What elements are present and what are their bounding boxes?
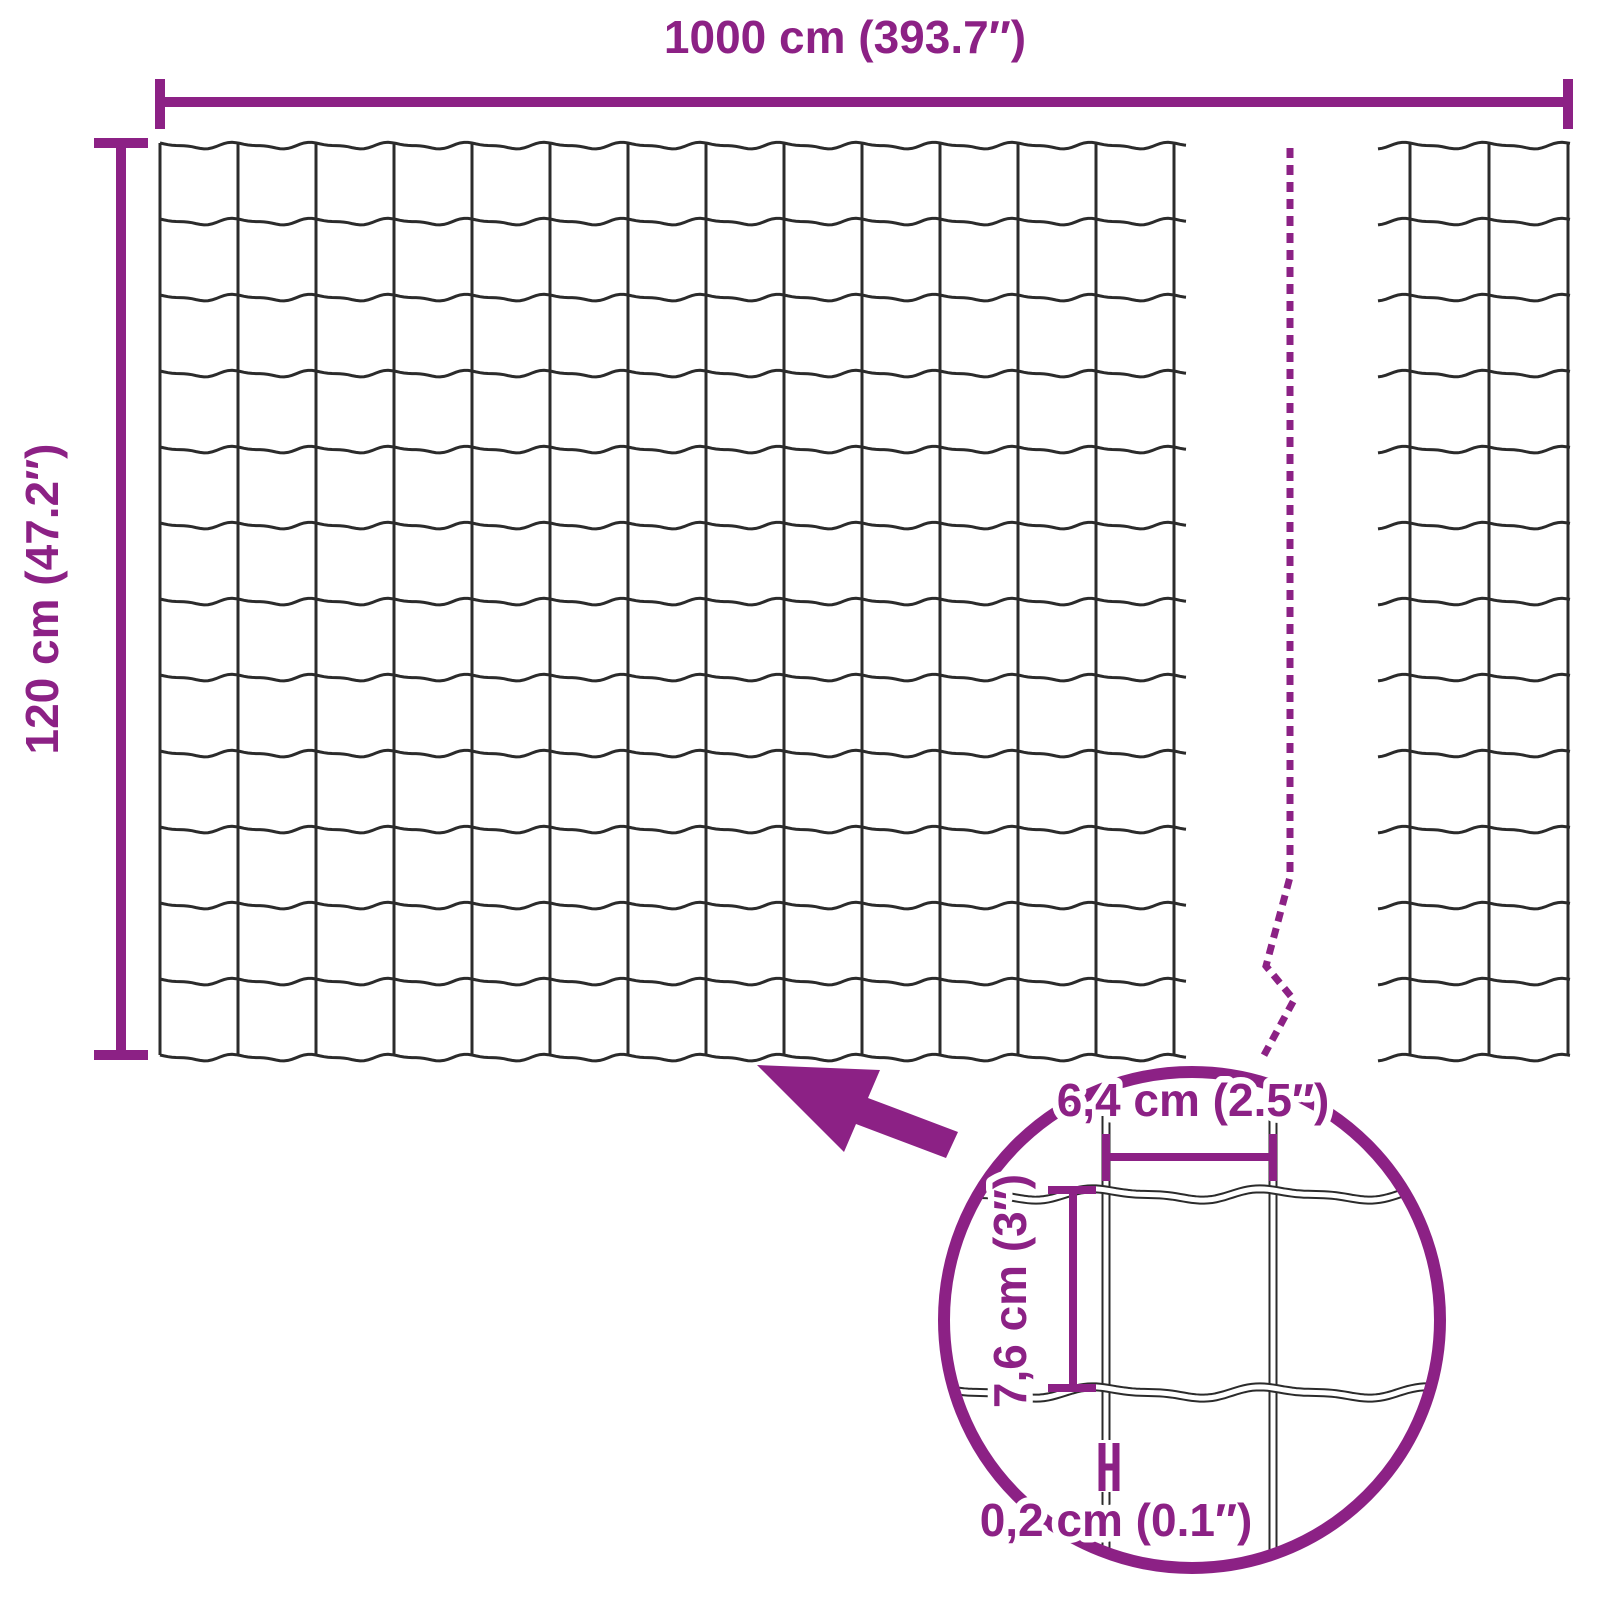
mesh-horizontal-wire (1377, 672, 1571, 683)
mesh-horizontal-wire (159, 748, 1187, 759)
mesh-horizontal-wire (1377, 216, 1571, 227)
mesh-horizontal-wire (1377, 444, 1571, 455)
mesh-horizontal-wire (1377, 976, 1571, 987)
mesh-horizontal-wire (159, 292, 1187, 303)
mesh-horizontal-wire (159, 216, 1187, 227)
mesh-horizontal-wire (159, 596, 1187, 607)
mesh-horizontal-wire (1377, 292, 1571, 303)
height-dimension: 120 cm (47.2″) (16, 138, 148, 1060)
detail-horizontal-wire-core (949, 1384, 1435, 1401)
wire-thickness-dimension: 0,2 cm (0.1″) (973, 1443, 1259, 1553)
detail-view: 6,4 cm (2.5″) 7,6 cm (3″) 0,2 cm (0.1″) (938, 1066, 1446, 1574)
mesh-horizontal-wire (159, 520, 1187, 531)
mesh-horizontal-wire (1377, 824, 1571, 835)
cell-height-label: 7,6 cm (3″) (984, 1174, 1036, 1408)
mesh-panel-main (158, 140, 1187, 1063)
width-dimension: 1000 cm (393.7″) (155, 11, 1573, 129)
mesh-horizontal-wire (159, 140, 1187, 151)
mesh-panel-right (1377, 140, 1571, 1063)
mesh-horizontal-wire (1377, 368, 1571, 379)
mesh-horizontal-wire (1377, 520, 1571, 531)
mesh-horizontal-wire (159, 1052, 1187, 1063)
detail-horizontal-wire-core (949, 1186, 1435, 1203)
mesh-horizontal-wire (1377, 900, 1571, 911)
cell-width-label: 6,4 cm (2.5″) (1057, 1074, 1330, 1126)
mesh-horizontal-wire (159, 444, 1187, 455)
mesh-horizontal-wire (1377, 1052, 1571, 1063)
mesh-horizontal-wire (1377, 596, 1571, 607)
cell-height-dimension: 7,6 cm (3″) (978, 1167, 1096, 1415)
mesh-horizontal-wire (159, 368, 1187, 379)
wire-thickness-label: 0,2 cm (0.1″) (980, 1494, 1253, 1546)
detail-circle (938, 1066, 1446, 1574)
mesh-horizontal-wire (1377, 140, 1571, 151)
mesh-horizontal-wire (159, 900, 1187, 911)
mesh-horizontal-wire (1377, 748, 1571, 759)
mesh-horizontal-wire (159, 976, 1187, 987)
cell-width-dimension: 6,4 cm (2.5″) (1050, 1068, 1336, 1181)
zoom-arrow (757, 1065, 958, 1158)
mesh-horizontal-wire (159, 672, 1187, 683)
height-dimension-label: 120 cm (47.2″) (16, 444, 68, 755)
break-line (1259, 148, 1299, 1059)
mesh-horizontal-wire (159, 824, 1187, 835)
width-dimension-label: 1000 cm (393.7″) (664, 11, 1026, 63)
